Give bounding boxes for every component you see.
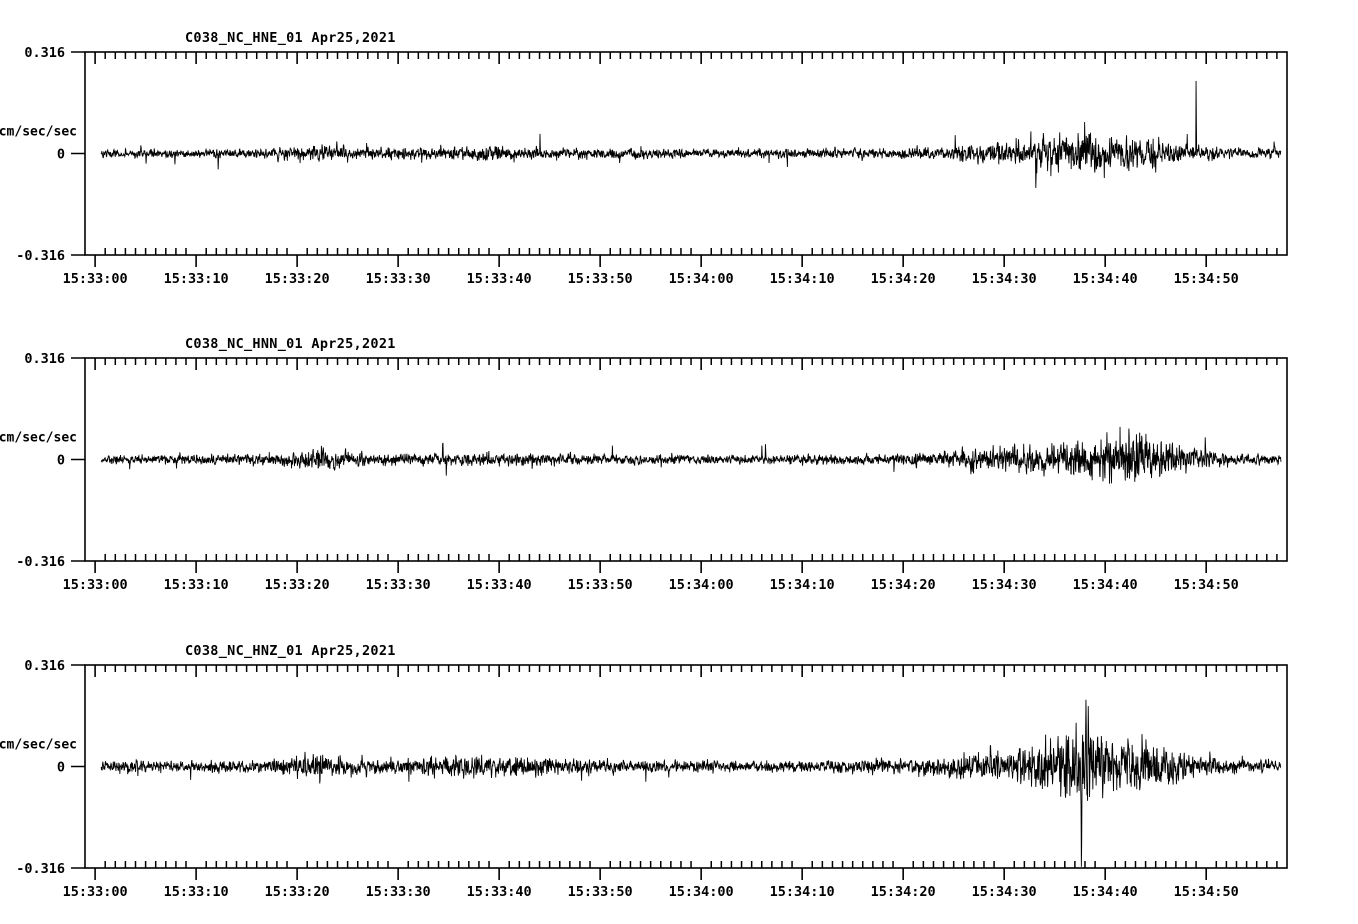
trace-title: C038_NC_HNZ_01 Apr25,2021 — [185, 643, 396, 659]
y-tick-group: 0.316 0 -0.316 — [16, 351, 85, 570]
panel-canvas: C038_NC_HNZ_01 Apr25,2021 15:33:00 15:33:1… — [0, 643, 1288, 900]
seismogram-panel-hne: C038_NC_HNE_01 Apr25,2021 15:33:00 15:33:1… — [0, 22, 1358, 295]
y-tick-label: 0.316 — [24, 658, 65, 674]
x-tick-label: 15:34:40 — [1073, 884, 1138, 900]
x-tick-label: 15:34:40 — [1073, 271, 1138, 287]
x-tick-label: 15:33:20 — [265, 271, 330, 287]
y-axis-unit-label: cm/sec/sec — [0, 125, 77, 140]
y-tick-label: -0.316 — [16, 554, 65, 570]
x-tick-label: 15:33:40 — [467, 577, 532, 593]
x-tick-label: 15:33:40 — [467, 271, 532, 287]
x-tick-label: 15:33:10 — [164, 577, 229, 593]
x-tick-label: 15:34:30 — [972, 884, 1037, 900]
trace-title: C038_NC_HNN_01 Apr25,2021 — [185, 336, 396, 352]
x-tick-label: 15:34:30 — [972, 271, 1037, 287]
y-axis-unit-label: cm/sec/sec — [0, 431, 77, 446]
x-tick-label: 15:34:20 — [871, 884, 936, 900]
x-tick-label: 15:33:10 — [164, 884, 229, 900]
waveform-trace — [100, 699, 1282, 867]
x-tick-label: 15:33:20 — [265, 577, 330, 593]
y-tick-label: 0.316 — [24, 45, 65, 61]
x-tick-label: 15:34:00 — [669, 577, 734, 593]
seismogram-panel-hnn: C038_NC_HNN_01 Apr25,2021 15:33:00 15:33:1… — [0, 328, 1358, 601]
x-tick-label: 15:34:00 — [669, 271, 734, 287]
major-tick-group: 15:33:00 15:33:10 15:33:20 15:33:30 15:33:40… — [63, 358, 1239, 593]
waveform-trace — [100, 426, 1282, 484]
minor-tick-group — [104, 665, 1278, 868]
x-tick-label: 15:33:50 — [568, 884, 633, 900]
y-axis-unit-label: cm/sec/sec — [0, 738, 77, 753]
y-tick-label: -0.316 — [16, 861, 65, 877]
seismogram-panel-hnz: C038_NC_HNZ_01 Apr25,2021 15:33:00 15:33:1… — [0, 635, 1358, 908]
x-tick-label: 15:33:00 — [63, 884, 128, 900]
x-tick-label: 15:34:20 — [871, 577, 936, 593]
x-tick-label: 15:33:20 — [265, 884, 330, 900]
minor-tick-group — [104, 358, 1278, 561]
minor-tick-group — [104, 52, 1278, 255]
x-tick-label: 15:33:30 — [366, 271, 431, 287]
x-tick-label: 15:34:10 — [770, 271, 835, 287]
y-tick-label: 0.316 — [24, 351, 65, 367]
y-tick-label: 0 — [57, 453, 65, 469]
x-tick-label: 15:33:30 — [366, 577, 431, 593]
x-tick-label: 15:33:40 — [467, 884, 532, 900]
major-tick-group: 15:33:00 15:33:10 15:33:20 15:33:30 15:33:40… — [63, 665, 1239, 900]
panel-canvas: C038_NC_HNE_01 Apr25,2021 15:33:00 15:33:1… — [0, 30, 1288, 287]
x-tick-label: 15:34:50 — [1174, 884, 1239, 900]
x-tick-label: 15:34:30 — [972, 577, 1037, 593]
y-tick-group: 0.316 0 -0.316 — [16, 45, 85, 264]
panel-canvas: C038_NC_HNN_01 Apr25,2021 15:33:00 15:33:1… — [0, 336, 1288, 593]
x-tick-label: 15:34:20 — [871, 271, 936, 287]
x-tick-label: 15:33:30 — [366, 884, 431, 900]
x-tick-label: 15:34:50 — [1174, 577, 1239, 593]
y-tick-label: -0.316 — [16, 248, 65, 264]
x-tick-label: 15:33:10 — [164, 271, 229, 287]
x-tick-label: 15:33:00 — [63, 577, 128, 593]
y-tick-group: 0.316 0 -0.316 — [16, 658, 85, 877]
x-tick-label: 15:33:00 — [63, 271, 128, 287]
x-tick-label: 15:34:00 — [669, 884, 734, 900]
x-tick-label: 15:34:40 — [1073, 577, 1138, 593]
waveform-trace — [100, 81, 1282, 189]
y-tick-label: 0 — [57, 760, 65, 776]
y-tick-label: 0 — [57, 147, 65, 163]
major-tick-group: 15:33:00 15:33:10 15:33:20 15:33:30 15:33:40… — [63, 52, 1239, 287]
x-tick-label: 15:34:10 — [770, 577, 835, 593]
x-tick-label: 15:34:50 — [1174, 271, 1239, 287]
x-tick-label: 15:34:10 — [770, 884, 835, 900]
x-tick-label: 15:33:50 — [568, 271, 633, 287]
x-tick-label: 15:33:50 — [568, 577, 633, 593]
trace-title: C038_NC_HNE_01 Apr25,2021 — [185, 30, 396, 46]
